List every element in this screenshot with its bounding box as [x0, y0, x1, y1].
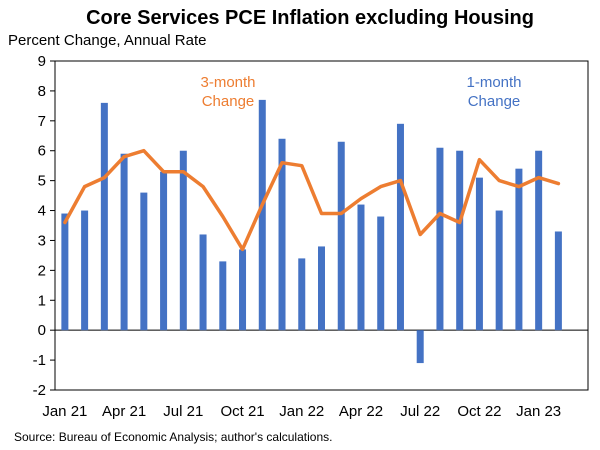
bar-1-month: [456, 150, 464, 331]
bar-1-month: [160, 171, 168, 331]
y-tick-label: 6: [38, 143, 46, 160]
bar-1-month: [219, 261, 227, 331]
source-note: Source: Bureau of Economic Analysis; aut…: [14, 430, 332, 444]
bar-1-month: [396, 123, 404, 331]
line-3-month: [63, 148, 561, 252]
bar-1-month: [278, 138, 286, 331]
x-tick-label: Jul 22: [400, 403, 440, 420]
y-tick-label: 7: [38, 113, 46, 130]
plot-area: -2 -1 0 1 2 3 4 5 6 7 8 9 Jan 21 Apr 21 Jul 21 Oct 21 Ja…: [33, 53, 589, 420]
y-tick-label: 1: [38, 292, 46, 309]
x-tick-label: Apr 22: [339, 403, 383, 420]
bar-1-month: [515, 168, 523, 331]
bar-1-month: [357, 204, 365, 331]
y-tick-label: -2: [33, 382, 46, 399]
x-tick-label: Jan 21: [42, 403, 87, 420]
x-tick-label: Jan 23: [516, 403, 561, 420]
annotation-1-month: 1-month Change: [466, 74, 521, 110]
bar-1-month: [120, 153, 128, 331]
x-tick-label: Oct 22: [457, 403, 501, 420]
bar-1-month: [100, 102, 108, 331]
x-tick-label: Apr 21: [102, 403, 146, 420]
bar-1-month: [298, 258, 306, 331]
bar-1-month: [199, 234, 207, 331]
y-tick-label: -1: [33, 352, 46, 369]
x-tick-label: Jul 21: [163, 403, 203, 420]
y-tick-label: 2: [38, 262, 46, 279]
y-axis-label: Percent Change, Annual Rate: [8, 32, 206, 49]
bar-1-month: [239, 249, 247, 331]
x-tick-label: Oct 21: [220, 403, 264, 420]
annotation-line: 1-month: [466, 74, 521, 91]
y-tick-label: 8: [38, 83, 46, 100]
bar-1-month: [179, 150, 187, 331]
chart-title: Core Services PCE Inflation excluding Ho…: [86, 7, 534, 29]
bar-1-month: [318, 246, 325, 331]
bar-1-month: [554, 231, 562, 331]
y-tick-label: 0: [38, 322, 46, 339]
bar-1-month: [416, 330, 424, 364]
plot-frame: [54, 60, 589, 391]
bar-1-month: [436, 147, 444, 331]
annotation-3-month: 3-month Change: [200, 74, 255, 110]
bar-1-month: [495, 210, 503, 331]
bar-1-month: [377, 216, 385, 331]
bar-1-month: [140, 192, 148, 331]
y-tick-label: 5: [38, 173, 46, 190]
annotation-line: Change: [468, 93, 521, 110]
bar-1-month: [535, 150, 543, 331]
y-tick-label: 9: [38, 53, 46, 70]
annotation-line: Change: [202, 93, 255, 110]
y-tick-label: 4: [38, 203, 46, 220]
bar-1-month: [475, 177, 483, 331]
bar-1-month: [81, 210, 89, 331]
bar-1-month: [61, 213, 69, 331]
y-tick-label: 3: [38, 232, 46, 249]
x-tick-label: Jan 22: [279, 403, 324, 420]
annotation-line: 3-month: [200, 74, 255, 91]
bar-1-month: [258, 99, 266, 331]
bar-1-month: [337, 141, 345, 331]
